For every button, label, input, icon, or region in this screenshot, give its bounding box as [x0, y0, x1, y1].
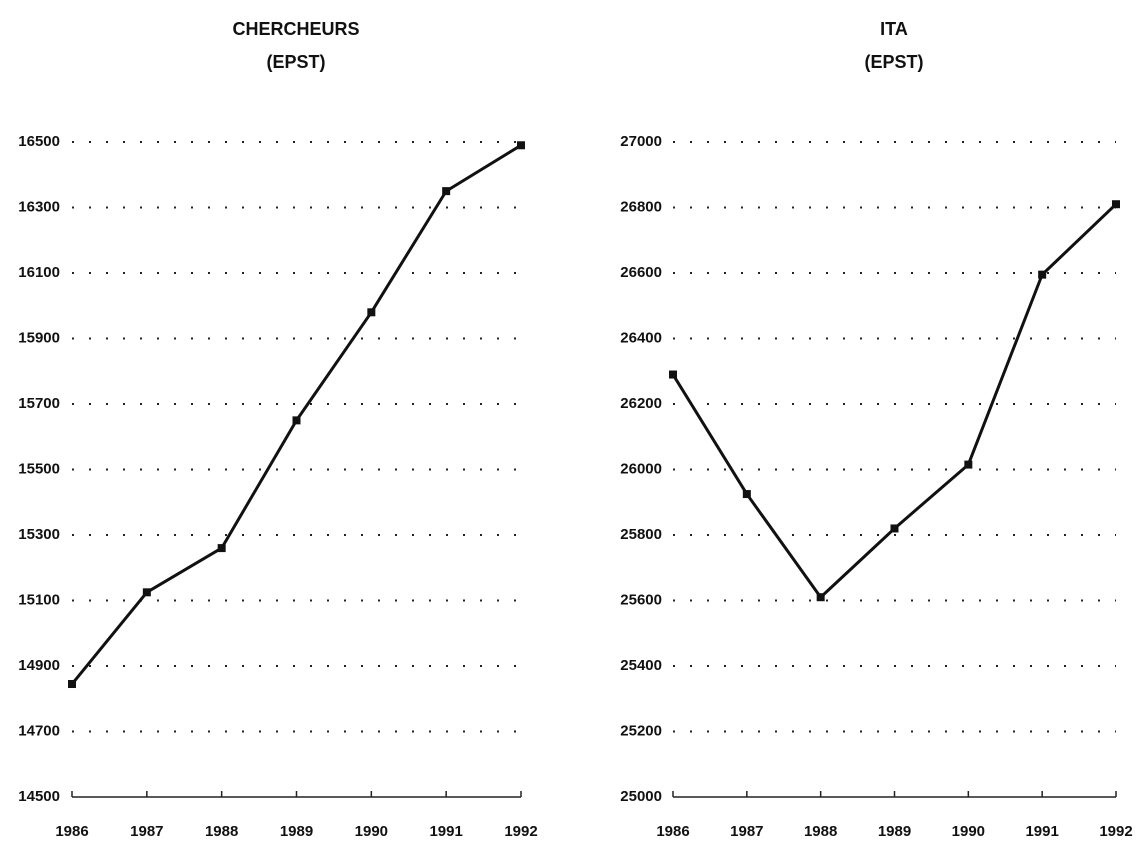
data-point: [292, 416, 301, 425]
y-tick-label: 25200: [620, 722, 662, 739]
y-tick-label: 26200: [620, 395, 662, 412]
y-tick-label: 27000: [620, 133, 662, 150]
y-tick-label: 26800: [620, 198, 662, 215]
data-line: [671, 203, 1118, 599]
y-tick-label: 14700: [18, 722, 60, 739]
x-tick-label: 1987: [130, 823, 163, 840]
data-point: [890, 524, 899, 533]
x-tick-label: 1991: [429, 823, 462, 840]
x-tick-label: 1986: [656, 823, 689, 840]
y-tick-label: 16100: [18, 264, 60, 281]
data-point: [367, 308, 376, 317]
y-tick-label: 15500: [18, 460, 60, 477]
x-tick-label: 1986: [55, 823, 88, 840]
y-tick-label: 25600: [620, 591, 662, 608]
x-tick-label: 1988: [804, 823, 837, 840]
data-point: [517, 141, 525, 150]
y-tick-label: 16300: [18, 198, 60, 215]
data-point: [964, 460, 973, 469]
y-tick-label: 14500: [18, 788, 60, 805]
x-tick-label: 1992: [504, 823, 537, 840]
data-point: [142, 588, 151, 597]
data-point: [816, 593, 825, 602]
x-tick-label: 1992: [1099, 823, 1132, 840]
data-point: [669, 370, 677, 379]
chart-title: CHERCHEURS: [232, 19, 359, 39]
y-tick-label: 15700: [18, 395, 60, 412]
chart-subtitle: (EPST): [266, 52, 325, 72]
y-tick-label: 15900: [18, 329, 60, 346]
data-point: [442, 187, 451, 196]
data-point: [217, 544, 226, 553]
data-line: [70, 143, 522, 685]
x-tick-label: 1988: [205, 823, 238, 840]
x-tick-label: 1991: [1025, 823, 1058, 840]
y-tick-label: 16500: [18, 133, 60, 150]
y-tick-label: 26600: [620, 264, 662, 281]
data-point: [742, 490, 751, 499]
chart-title: ITA: [880, 19, 908, 39]
data-point: [68, 680, 76, 689]
y-tick-label: 15300: [18, 526, 60, 543]
data-point: [1038, 270, 1047, 279]
x-tick-label: 1989: [280, 823, 313, 840]
x-tick-label: 1990: [355, 823, 388, 840]
y-tick-label: 14900: [18, 657, 60, 674]
y-tick-label: 25000: [620, 788, 662, 805]
x-tick-label: 1990: [952, 823, 985, 840]
y-tick-label: 25800: [620, 526, 662, 543]
x-tick-label: 1987: [730, 823, 763, 840]
y-tick-label: 25400: [620, 657, 662, 674]
y-tick-label: 26400: [620, 329, 662, 346]
chart-subtitle: (EPST): [864, 52, 923, 72]
data-point: [1112, 200, 1120, 209]
y-tick-label: 15100: [18, 591, 60, 608]
x-tick-label: 1989: [878, 823, 911, 840]
y-tick-label: 26000: [620, 460, 662, 477]
